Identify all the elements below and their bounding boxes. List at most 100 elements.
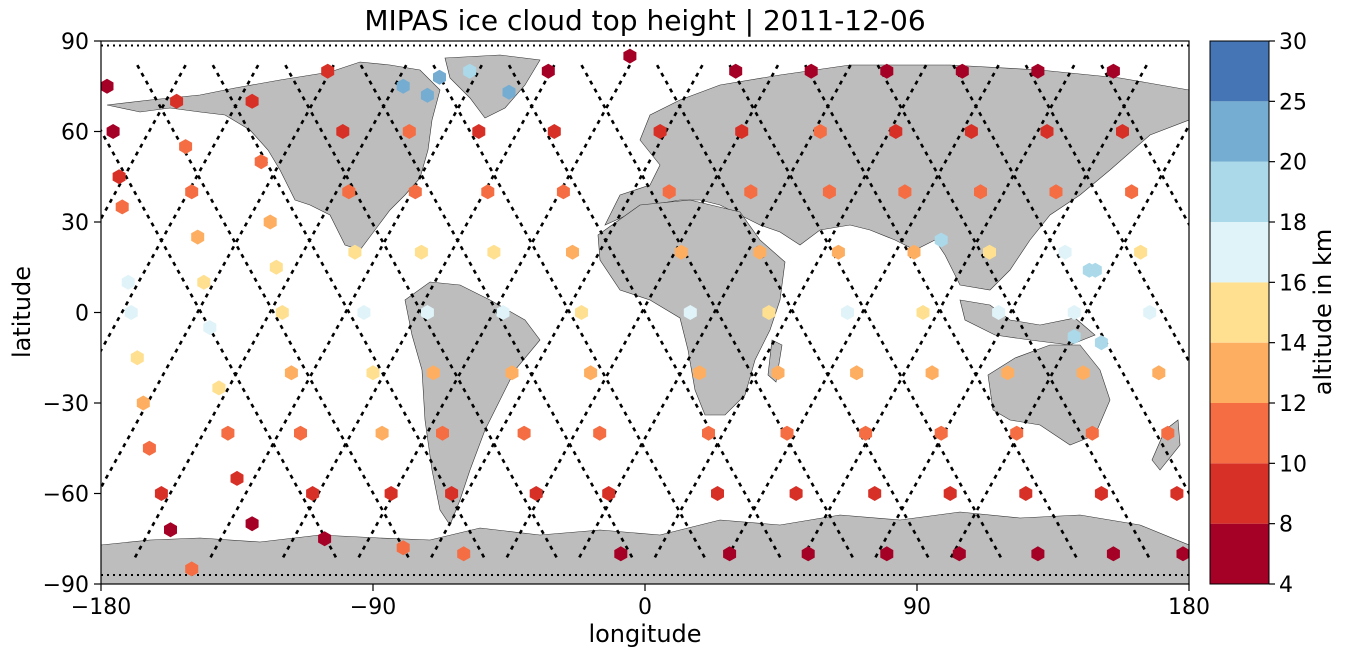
x-tick-label: −180 bbox=[71, 595, 131, 620]
cloud-point bbox=[541, 63, 555, 79]
cloud-point bbox=[245, 93, 259, 109]
colorbar-tick-label: 18 bbox=[1279, 211, 1307, 236]
cloud-point bbox=[185, 184, 199, 200]
cloud-point bbox=[275, 305, 289, 320]
cloud-point bbox=[124, 305, 138, 320]
colorbar-tick-label: 20 bbox=[1279, 151, 1307, 176]
orbit-track bbox=[724, 64, 1000, 561]
cloud-point bbox=[1076, 365, 1090, 381]
y-tick-label: −60 bbox=[43, 483, 89, 508]
cloud-point bbox=[408, 184, 422, 200]
cloud-point bbox=[964, 124, 978, 139]
cloud-point bbox=[780, 425, 794, 441]
orbit-track bbox=[800, 64, 1076, 561]
cloud-point bbox=[294, 425, 307, 441]
cloud-point bbox=[472, 124, 486, 139]
cloud-point bbox=[1031, 63, 1045, 79]
cloud-point bbox=[729, 63, 743, 79]
cloud-point bbox=[436, 425, 449, 441]
cloud-point bbox=[602, 486, 616, 501]
cloud-point bbox=[880, 546, 894, 562]
colorbar-tick-label: 16 bbox=[1279, 271, 1307, 296]
cloud-point bbox=[112, 169, 126, 185]
orbit-track bbox=[428, 64, 704, 561]
x-axis: −180 −90 0 90 180 bbox=[71, 584, 1210, 620]
cloud-point bbox=[753, 244, 767, 260]
cloud-point bbox=[130, 350, 144, 366]
cloud-point bbox=[907, 244, 921, 260]
cloud-point bbox=[974, 184, 987, 200]
cloud-point bbox=[1049, 184, 1063, 200]
cloud-point bbox=[653, 124, 667, 139]
cloud-point bbox=[170, 93, 184, 109]
cloud-point bbox=[496, 305, 510, 320]
colorbar-tick-label: 10 bbox=[1279, 452, 1307, 477]
colorbar-label: altitude in km bbox=[1309, 229, 1337, 396]
cloud-point bbox=[457, 546, 471, 562]
cloud-point bbox=[191, 229, 205, 245]
antarctica bbox=[101, 511, 1189, 584]
orbit-track bbox=[576, 64, 852, 561]
cloud-point bbox=[366, 365, 380, 381]
cloud-point bbox=[662, 184, 676, 200]
colorbar-tick-label: 4 bbox=[1279, 573, 1293, 598]
cloud-point bbox=[106, 124, 120, 139]
cloud-point bbox=[584, 365, 598, 381]
cloud-point bbox=[1116, 124, 1129, 139]
cloud-point bbox=[101, 78, 114, 94]
orbit-tracks bbox=[101, 44, 1189, 576]
cloud-point bbox=[420, 305, 434, 320]
cloud-point bbox=[723, 546, 737, 562]
cloud-point bbox=[952, 546, 966, 562]
cloud-point bbox=[502, 84, 516, 100]
cloud-point bbox=[230, 470, 244, 486]
cloud-point bbox=[1010, 425, 1024, 441]
orbit-track bbox=[101, 64, 260, 353]
cloud-point bbox=[702, 425, 715, 441]
cloud-point bbox=[336, 124, 350, 139]
orbit-track bbox=[948, 122, 1189, 561]
cloud-point bbox=[934, 232, 948, 248]
cloud-point bbox=[269, 259, 283, 275]
cloud-point bbox=[813, 124, 827, 139]
cloud-point bbox=[1176, 546, 1189, 562]
cloud-point bbox=[925, 365, 939, 381]
plot-area bbox=[100, 40, 1190, 585]
cloud-point bbox=[402, 124, 416, 139]
colorbar-tick-label: 12 bbox=[1279, 392, 1307, 417]
cloud-point bbox=[254, 154, 268, 170]
cloud-point bbox=[841, 305, 854, 320]
colorbar-segment bbox=[1210, 342, 1269, 403]
cloud-point bbox=[850, 365, 864, 381]
cloud-point bbox=[529, 486, 543, 501]
cloud-points bbox=[101, 48, 1189, 577]
cloud-point bbox=[164, 522, 177, 538]
cloud-point bbox=[692, 365, 706, 381]
y-axis: −90 −60 −30 0 30 60 90 bbox=[43, 30, 101, 598]
cloud-point bbox=[203, 320, 217, 336]
cloud-point bbox=[384, 486, 398, 501]
orbit-track bbox=[728, 64, 1004, 561]
orbit-track bbox=[872, 64, 1148, 561]
cloud-point bbox=[916, 305, 930, 320]
cloud-point bbox=[375, 425, 389, 441]
cloud-point bbox=[771, 365, 785, 381]
cloud-point bbox=[1085, 425, 1099, 441]
cloud-point bbox=[1134, 244, 1148, 260]
colorbar-tick-label: 25 bbox=[1279, 90, 1307, 115]
cloud-point bbox=[547, 124, 561, 139]
cloud-point bbox=[1088, 262, 1102, 278]
x-tick-label: 90 bbox=[903, 595, 931, 620]
colorbar-segment bbox=[1210, 282, 1269, 343]
cloud-point bbox=[318, 531, 332, 547]
cloud-point bbox=[136, 395, 150, 411]
cloud-point bbox=[505, 365, 519, 381]
cloud-point bbox=[1106, 546, 1120, 562]
orbit-track bbox=[356, 64, 632, 561]
land-masses bbox=[101, 54, 1189, 584]
cloud-point bbox=[396, 540, 410, 556]
cloud-point bbox=[121, 274, 135, 290]
y-tick-label: 60 bbox=[61, 121, 89, 146]
cloud-point bbox=[674, 244, 688, 260]
colorbar-segment bbox=[1210, 222, 1269, 283]
